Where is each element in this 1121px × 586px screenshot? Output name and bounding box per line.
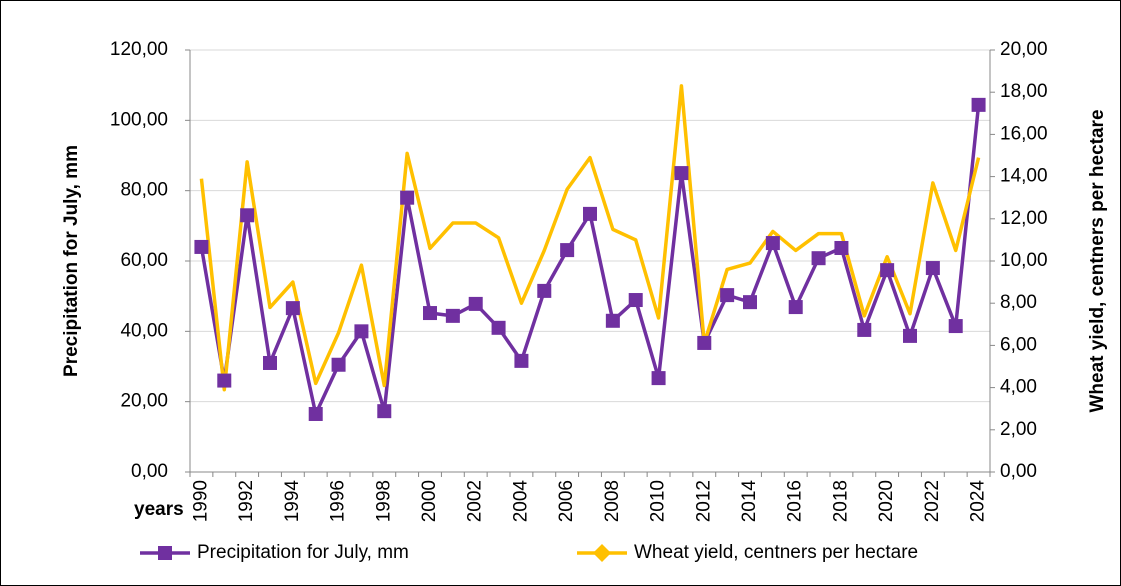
data-point [971,97,986,112]
data-point [834,240,849,255]
y-tick-label: 40,00 [120,320,168,341]
data-point [583,206,597,221]
y2-tick-label: 4,00 [1000,377,1037,398]
data-point [697,335,712,350]
y-tick-label: 100,00 [110,109,168,130]
y-tick-label: 120,00 [110,39,168,60]
x-tick-label: 2002 [465,480,486,522]
data-point [743,295,757,310]
y2-tick-label: 14,00 [1000,166,1048,187]
x-tick-label: 2014 [739,480,760,523]
x-axis-title: years [134,499,184,520]
x-tick-label: 2012 [693,480,714,522]
data-point [788,300,803,315]
x-tick-label: 1990 [190,480,211,522]
x-tick-label: 1992 [236,480,257,522]
x-tick-label: 2004 [510,480,531,523]
y-tick-label: 0,00 [131,461,168,482]
data-point [765,236,780,251]
data-point [285,301,300,316]
y-tick-label: 60,00 [120,250,168,271]
y2-tick-label: 6,00 [1000,334,1037,355]
data-point [948,319,963,334]
data-point [400,190,415,205]
legend-marker [158,546,172,560]
y-tick-label: 80,00 [120,180,168,201]
x-tick-label: 1998 [373,480,394,522]
legend-label: Wheat yield, centners per hectare [634,542,918,563]
y2-tick-label: 12,00 [1000,208,1048,229]
data-point [263,355,277,370]
x-tick-label: 2010 [648,480,669,522]
data-point [308,406,323,421]
data-point [880,263,895,278]
y2-tick-label: 2,00 [1000,419,1037,440]
x-tick-label: 1996 [328,480,349,522]
y2-tick-label: 10,00 [1000,250,1048,271]
data-point [217,373,232,388]
legend-label: Precipitation for July, mm [197,542,409,563]
data-point [537,283,552,298]
y-tick-label: 20,00 [120,391,168,412]
data-point [331,357,346,372]
data-point [628,293,643,308]
x-tick-label: 2000 [419,480,440,522]
y2-tick-label: 8,00 [1000,292,1037,313]
x-tick-label: 2006 [556,480,577,522]
data-point [468,296,483,311]
data-point [377,404,392,419]
data-point [925,261,940,276]
x-tick-label: 2016 [785,480,806,522]
x-tick-label: 2008 [602,480,623,522]
legend-marker [593,544,611,562]
data-point [514,353,529,368]
data-point [560,243,575,258]
data-point [354,324,369,339]
data-point [491,320,506,335]
data-point [857,322,872,337]
y2-tick-label: 0,00 [1000,461,1037,482]
x-tick-label: 2020 [876,480,897,522]
x-tick-label: 2018 [830,480,851,522]
data-point [240,208,255,223]
y-axis-title: Precipitation for July, mm [61,145,82,377]
data-point [423,306,437,321]
x-tick-label: 2024 [968,480,989,523]
y2-tick-label: 20,00 [1000,39,1048,60]
data-point [720,288,735,303]
data-point [903,328,917,343]
data-point [194,239,209,254]
data-point [811,251,826,266]
series-line [199,84,981,392]
x-tick-label: 2022 [922,480,943,522]
data-point [674,166,689,181]
y2-tick-label: 16,00 [1000,123,1048,144]
data-point [445,308,460,323]
x-tick-label: 1994 [282,480,303,523]
data-point [605,313,620,328]
data-point [651,371,666,386]
y2-axis-title: Wheat yield, centners per hectare [1087,109,1108,412]
y2-tick-label: 18,00 [1000,81,1048,102]
